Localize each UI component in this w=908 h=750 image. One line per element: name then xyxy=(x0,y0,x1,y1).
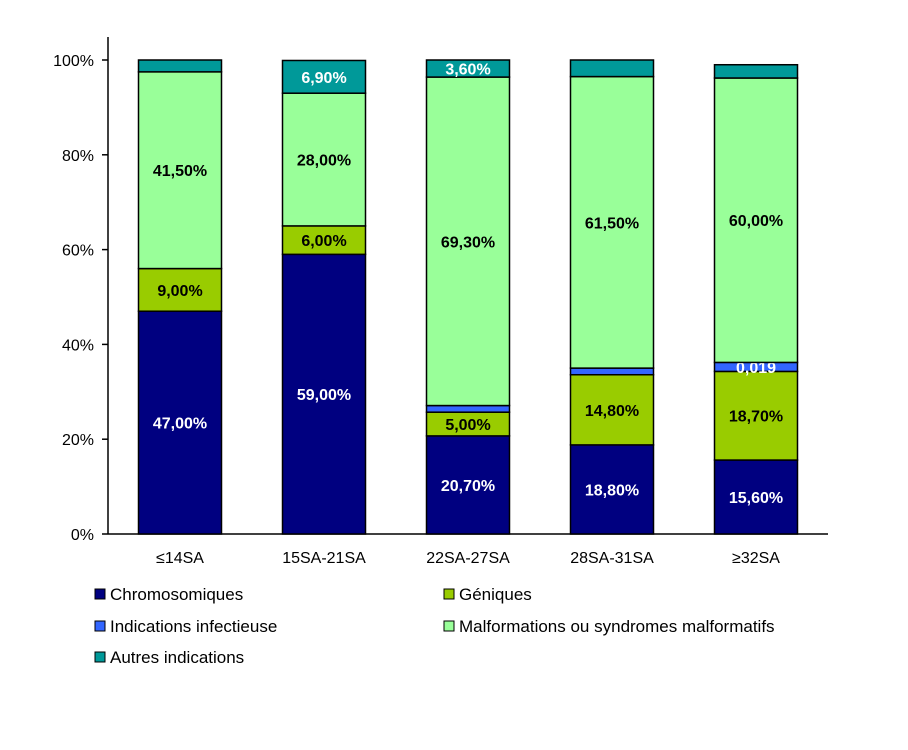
y-tick-label: 0% xyxy=(71,527,94,544)
data-label: 9,00% xyxy=(157,283,202,300)
bar-segment xyxy=(425,404,511,413)
bar-segment xyxy=(281,59,367,94)
data-label: 6,90% xyxy=(301,70,346,87)
data-label: 3,60% xyxy=(445,62,490,79)
data-label: 14,80% xyxy=(585,403,639,420)
bar-segment xyxy=(569,75,655,369)
legend-swatch xyxy=(443,620,455,632)
bar-segment xyxy=(281,253,367,535)
y-tick-label: 60% xyxy=(62,243,94,260)
data-label: 69,30% xyxy=(441,234,495,251)
bars: 47,00% 9,00% 41,50% 59,00% 6,00% 28,00% 6,90% 2… xyxy=(137,59,799,535)
bar-segment xyxy=(425,76,511,407)
legend-label: Autres indications xyxy=(110,648,244,667)
legend-label: Géniques xyxy=(459,585,532,604)
legend: Chromosomiques Géniques Indications infect… xyxy=(94,585,775,667)
bar-segment xyxy=(425,59,511,78)
y-tick-label: 100% xyxy=(53,53,94,70)
data-label: 47,00% xyxy=(153,416,207,433)
data-label: 18,80% xyxy=(585,482,639,499)
legend-label: Chromosomiques xyxy=(110,585,243,604)
x-tick-label: 15SA-21SA xyxy=(282,550,366,567)
data-label: 18,70% xyxy=(729,409,783,426)
x-tick-label: 28SA-31SA xyxy=(570,550,654,567)
data-label: 61,50% xyxy=(585,215,639,232)
data-label: 0,019 xyxy=(736,360,776,377)
y-tick-label: 20% xyxy=(62,432,94,449)
legend-label: Indications infectieuse xyxy=(110,617,277,636)
bar-segment xyxy=(713,77,799,364)
bar-segment xyxy=(137,310,223,535)
bar-segment xyxy=(425,435,511,535)
bar-segment xyxy=(281,92,367,227)
data-label: 41,50% xyxy=(153,163,207,180)
legend-swatch xyxy=(94,588,106,600)
bar-segment xyxy=(569,59,655,78)
data-label: 15,60% xyxy=(729,490,783,507)
legend-swatch xyxy=(94,651,106,663)
axes: 0% 20% 40% 60% 80% 100% ≤14SA 15SA-21SA 22SA-27S… xyxy=(53,37,828,567)
data-label: 20,70% xyxy=(441,478,495,495)
data-label: 5,00% xyxy=(445,417,490,434)
bar-segment xyxy=(569,367,655,376)
bar-segment xyxy=(713,63,799,79)
bar-segment xyxy=(281,225,367,256)
legend-swatch xyxy=(443,588,455,600)
bar-segment xyxy=(569,373,655,446)
bar-segment xyxy=(137,59,223,73)
data-label: 28,00% xyxy=(297,153,351,170)
x-tick-label: ≥32SA xyxy=(732,550,780,567)
data-label: 6,00% xyxy=(301,233,346,250)
data-label: 60,00% xyxy=(729,213,783,230)
y-tick-label: 40% xyxy=(62,337,94,354)
bar-segment xyxy=(569,444,655,535)
bar-segment xyxy=(137,267,223,312)
bar-segment xyxy=(713,370,799,461)
x-tick-label: ≤14SA xyxy=(156,550,204,567)
legend-swatch xyxy=(94,620,106,632)
legend-label: Malformations ou syndromes malformatifs xyxy=(459,617,775,636)
data-label: 59,00% xyxy=(297,387,351,404)
y-tick-label: 80% xyxy=(62,148,94,165)
bar-segment xyxy=(713,459,799,535)
x-tick-label: 22SA-27SA xyxy=(426,550,510,567)
